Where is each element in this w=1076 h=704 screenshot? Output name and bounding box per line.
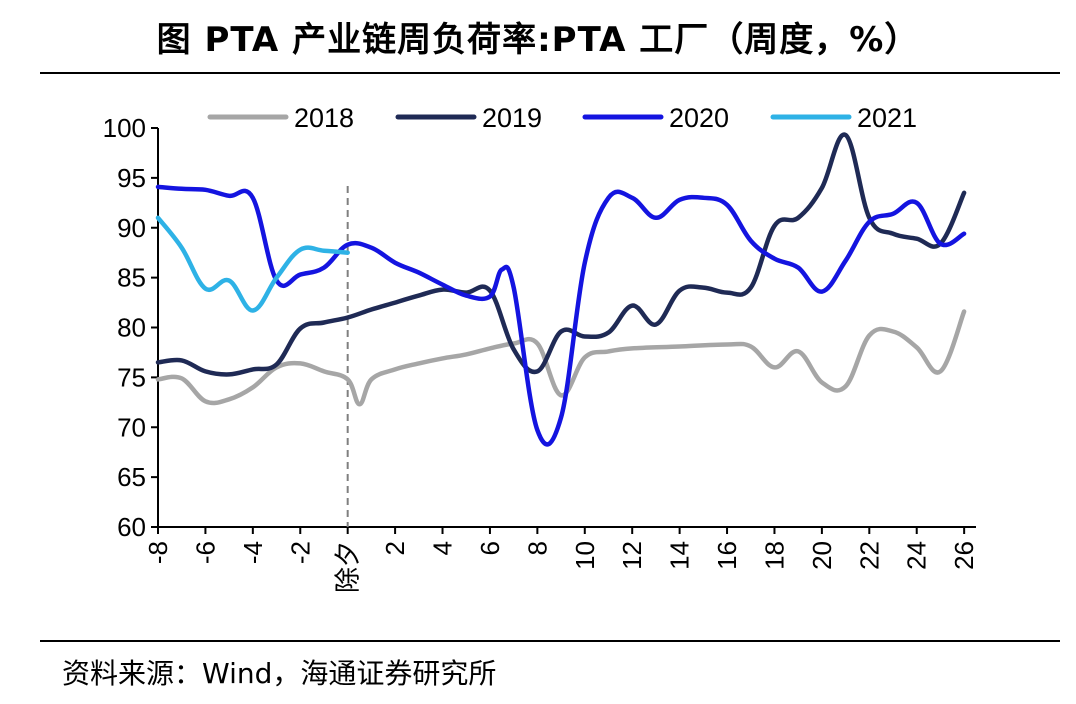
y-tick-label: 80 — [117, 313, 146, 343]
x-tick-label: 20 — [807, 541, 837, 570]
y-tick-label: 70 — [117, 412, 146, 442]
y-tick-label: 85 — [117, 263, 146, 293]
x-tick-label: 26 — [949, 541, 979, 570]
y-tick-label: 65 — [117, 462, 146, 492]
y-tick-label: 90 — [117, 213, 146, 243]
chart-title: 图 PTA 产业链周负荷率:PTA 工厂（周度，%） — [156, 20, 920, 60]
x-tick-label: 22 — [854, 541, 884, 570]
x-tick-label: 2 — [380, 541, 410, 555]
series-line-2021 — [155, 215, 350, 313]
x-tick-label: -6 — [190, 541, 220, 564]
x-tick-label: 4 — [428, 541, 458, 555]
x-tick-label: 18 — [759, 541, 789, 570]
source-note: 资料来源：Wind，海通证券研究所 — [62, 657, 497, 690]
series-line-2018 — [155, 309, 967, 407]
y-tick-label: 95 — [117, 163, 146, 193]
legend-label-2020: 2020 — [669, 103, 729, 133]
x-tick-label: 14 — [665, 541, 695, 570]
series-line-2019 — [155, 132, 967, 377]
x-tick-label: 6 — [475, 541, 505, 555]
x-tick-label: 12 — [617, 541, 647, 570]
bottom-divider — [40, 640, 1060, 642]
x-tick-label: 除夕 — [333, 541, 363, 593]
x-tick-label: 24 — [902, 541, 932, 570]
x-tick-label: -8 — [143, 541, 173, 564]
x-tick-label: 8 — [522, 541, 552, 555]
y-tick-label: 100 — [103, 113, 146, 143]
x-tick-label: 16 — [712, 541, 742, 570]
legend-label-2018: 2018 — [294, 103, 354, 133]
y-tick-label: 60 — [117, 512, 146, 542]
y-tick-label: 75 — [117, 362, 146, 392]
legend-label-2019: 2019 — [482, 103, 542, 133]
x-tick-label: -4 — [238, 541, 268, 564]
series-line-2020 — [155, 184, 967, 447]
top-divider — [40, 72, 1060, 74]
x-tick-label: -2 — [285, 541, 315, 564]
legend-label-2021: 2021 — [857, 103, 917, 133]
x-tick-label: 10 — [570, 541, 600, 570]
